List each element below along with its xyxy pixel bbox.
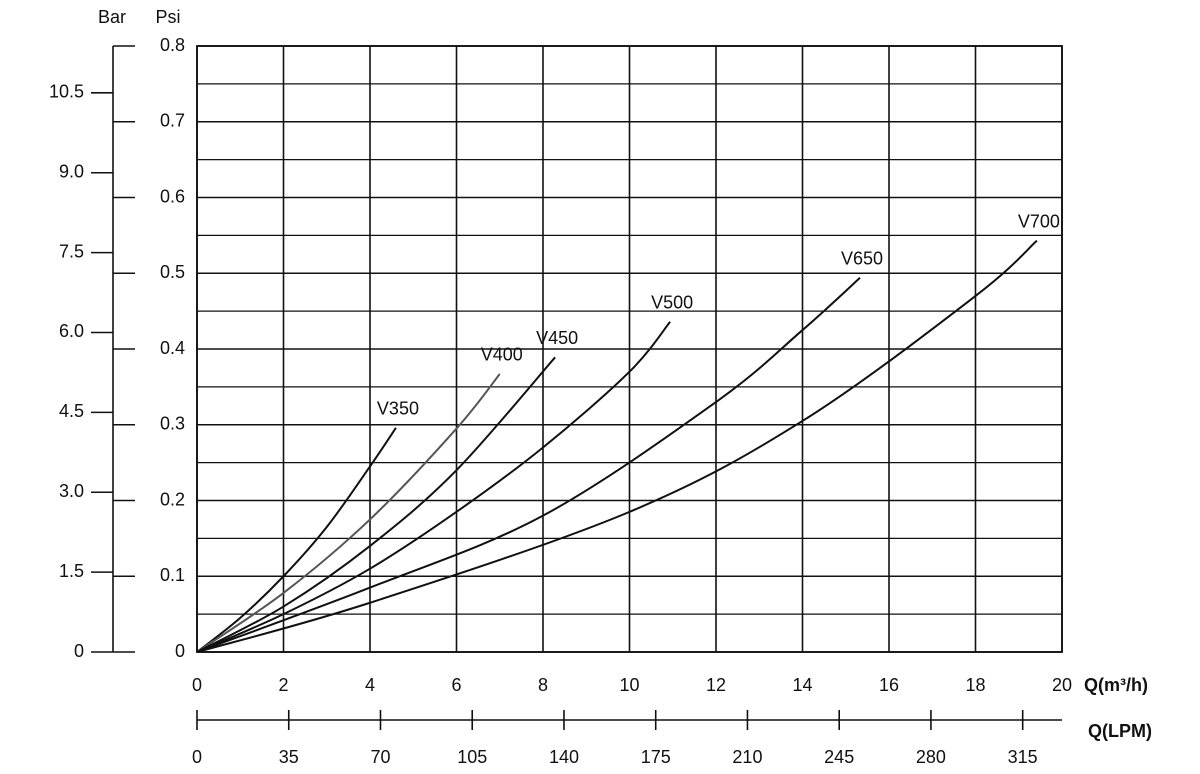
series-label: V650 (841, 249, 883, 269)
y2-tick-label: 0 (74, 641, 84, 661)
x-tick-label: 0 (192, 675, 202, 695)
x2-tick-label: 175 (641, 747, 671, 767)
x2-tick-label: 245 (824, 747, 854, 767)
y-tick-label: 0.1 (160, 565, 185, 585)
x-tick-label: 8 (538, 675, 548, 695)
series-label: V350 (377, 399, 419, 419)
series-label: V500 (651, 292, 693, 312)
series-line (196, 277, 861, 653)
y-tick-label: 0.2 (160, 489, 185, 509)
series-line (196, 239, 1038, 653)
x2-tick-label: 210 (732, 747, 762, 767)
y2-tick-label: 6.0 (59, 321, 84, 341)
x-tick-label: 20 (1052, 675, 1072, 695)
y-tick-label: 0.8 (160, 35, 185, 55)
series-line (196, 356, 556, 653)
x-tick-label: 12 (706, 675, 726, 695)
series-line (196, 321, 671, 653)
y-tick-label: 0.7 (160, 111, 185, 131)
y2-tick-label: 7.5 (59, 241, 84, 261)
x-tick-label: 18 (965, 675, 985, 695)
x2-tick-label: 105 (457, 747, 487, 767)
x2-tick-label: 315 (1008, 747, 1038, 767)
plot-frame (196, 45, 1063, 653)
x-tick-label: 2 (278, 675, 288, 695)
x-tick-label: 4 (365, 675, 375, 695)
y2-axis-title: Bar (98, 7, 126, 27)
y2-tick-label: 1.5 (59, 561, 84, 581)
y2-tick-label: 9.0 (59, 161, 84, 181)
x-axis-title: Q(m³/h) (1084, 675, 1148, 695)
x-tick-label: 6 (451, 675, 461, 695)
y-tick-label: 0.6 (160, 186, 185, 206)
x2-tick-label: 280 (916, 747, 946, 767)
y-axis-title: Psi (155, 7, 180, 27)
y2-tick-label: 10.5 (49, 82, 84, 102)
x-tick-label: 14 (792, 675, 812, 695)
x2-tick-label: 35 (279, 747, 299, 767)
x-tick-label: 10 (619, 675, 639, 695)
series-label: V400 (481, 345, 523, 365)
y-tick-label: 0.3 (160, 414, 185, 434)
y-tick-label: 0 (175, 641, 185, 661)
y2-tick-label: 3.0 (59, 481, 84, 501)
y2-tick-label: 4.5 (59, 401, 84, 421)
y-tick-label: 0.4 (160, 338, 185, 358)
x2-tick-label: 0 (192, 747, 202, 767)
x2-tick-label: 140 (549, 747, 579, 767)
series-line (196, 373, 501, 653)
y-tick-label: 0.5 (160, 262, 185, 282)
x-tick-label: 16 (879, 675, 899, 695)
series-label: V700 (1018, 211, 1060, 231)
x2-axis-title: Q(LPM) (1088, 721, 1152, 741)
series-line (196, 427, 397, 653)
series-label: V450 (536, 328, 578, 348)
x2-tick-label: 70 (370, 747, 390, 767)
